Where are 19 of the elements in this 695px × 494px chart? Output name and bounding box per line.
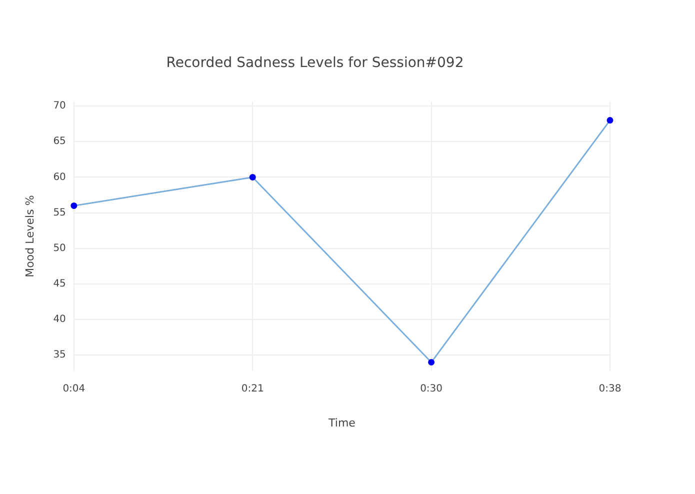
x-tick-label: 0:38 xyxy=(598,383,622,394)
point xyxy=(70,202,78,209)
y-tick-label: 70 xyxy=(53,100,66,112)
point xyxy=(606,117,614,124)
x-tick-label: 0:21 xyxy=(241,383,264,394)
chart-title: Recorded Sadness Levels for Session#092 xyxy=(166,55,464,72)
x-tick-label: 0:04 xyxy=(62,383,86,394)
point xyxy=(428,359,435,366)
x-axis-title: Time xyxy=(328,416,356,430)
y-tick-label: 55 xyxy=(53,207,66,218)
y-tick-label: 60 xyxy=(53,172,66,183)
x-tick-label: 0:30 xyxy=(420,383,443,394)
y-tick-label: 65 xyxy=(53,136,66,148)
y-tick-label: 35 xyxy=(53,350,66,361)
y-tick-label: 40 xyxy=(53,314,66,326)
y-tick-label: 50 xyxy=(53,242,66,254)
y-tick-label: 45 xyxy=(53,278,66,290)
y-axis-title: Mood Levels % xyxy=(23,195,36,278)
point xyxy=(249,174,256,180)
